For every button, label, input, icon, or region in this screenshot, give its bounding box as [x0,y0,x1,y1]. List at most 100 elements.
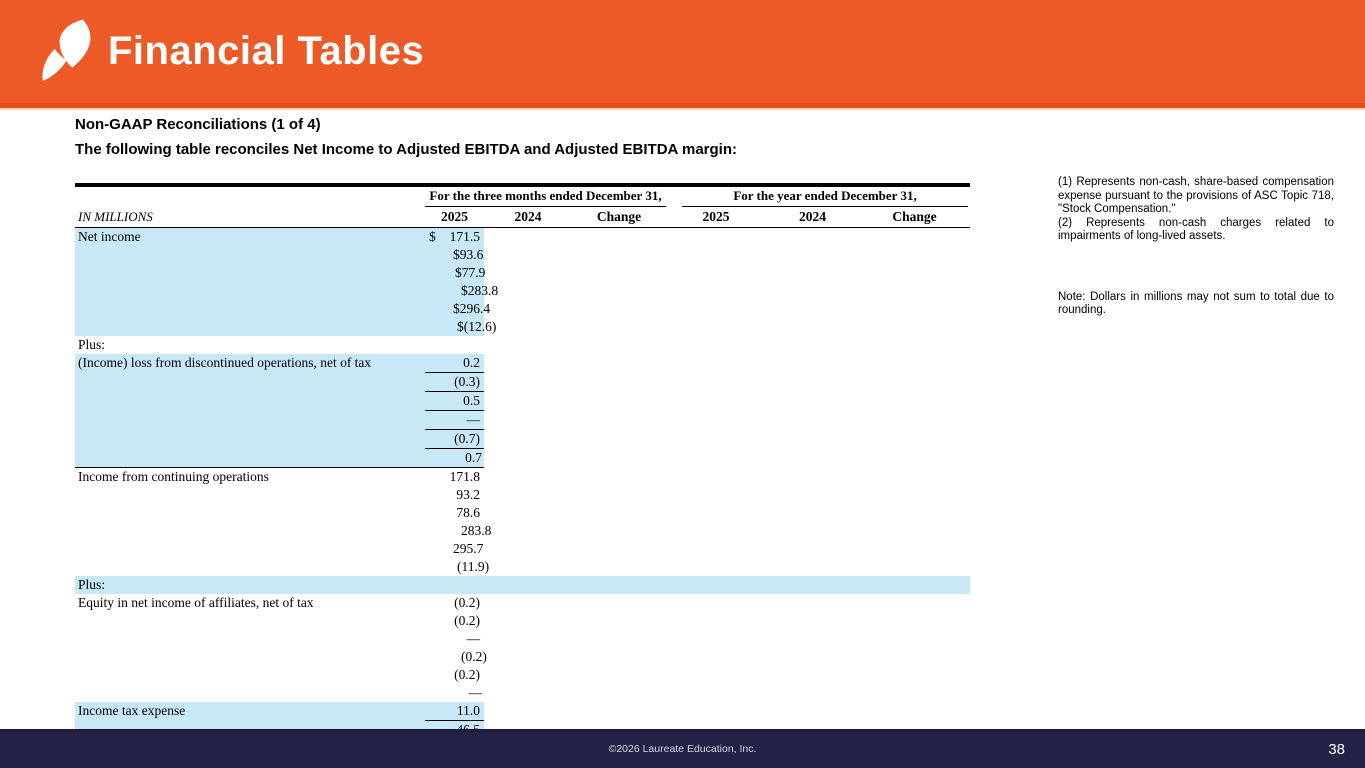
value-text: (0.2) [454,666,480,682]
footnote-1: (1) Represents non-cash, share-based com… [1058,176,1334,215]
value-text: 0.5 [463,392,480,408]
value-text: (0.3) [454,373,480,389]
dollar-sign: $ [461,282,468,298]
cell-value: 0.2 [425,353,484,373]
cell-value: $ (12.6) [425,317,496,336]
cell-value [425,575,484,594]
value-text: (11.9) [457,558,490,574]
laureate-leaf-icon [42,18,91,81]
value-text: 93.2 [456,486,480,502]
cell-value: 283.8 [425,522,491,540]
value-text: 283.8 [467,282,499,298]
value-text: 296.4 [459,300,491,316]
footer-bar: ©2026 Laureate Education, Inc. 38 [0,729,1365,768]
rounding-note: Note: Dollars in millions may not sum to… [1058,290,1334,317]
dollar-sign: $ [455,264,462,280]
cell-value: (11.9) [425,558,489,576]
cell-value [766,336,859,354]
table-body: Net income $171.5 $93.6 $77.9 $283.8 $296.4 $(… [75,227,971,768]
group-header-quarter: For the three months ended December 31, [425,185,666,208]
value-text: 0.2 [463,354,480,370]
table-row: (Income) loss from discontinued operatio… [75,353,970,468]
table-row: Plus: [75,575,971,594]
value-text: (0.7) [454,430,480,446]
value-text: 283.8 [461,522,492,538]
banner-edge-highlight [0,108,1365,110]
cell-value: $77.9 [425,263,485,282]
row-label: Income from continuing operations [78,469,269,484]
cell-value [666,336,766,354]
table-row: Income from continuing operations 171.8 93… [75,468,970,576]
footnotes: (1) Represents non-cash, share-based com… [1058,176,1334,318]
cell-value [425,336,484,354]
cell-value: (0.2) [425,666,484,684]
group-header-year: For the year ended December 31, [666,185,970,208]
cell-value: — [425,684,484,702]
col-header: 2024 [484,208,572,228]
group-header-quarter-label: For the three months ended December 31, [425,188,666,207]
value-text: 295.7 [453,540,484,556]
value-text: 78.6 [456,504,480,520]
in-millions-label: IN MILLIONS [75,208,425,228]
dollar-sign: $ [429,228,436,244]
value-text: (0.2) [461,648,487,664]
row-label: Equity in net income of affiliates, net … [78,594,314,610]
banner: Financial Tables [0,0,1365,103]
cell-value: (0.3) [425,372,484,392]
cell-value: 11.0 [425,701,484,721]
table-description: The following table reconciles Net Incom… [75,141,737,158]
table-row: Plus: [75,336,970,354]
row-label: (Income) loss from discontinued operatio… [75,353,425,468]
table-row: Net income $171.5 $93.6 $77.9 $283.8 $296.4 $(… [75,227,970,336]
cell-value: 78.6 [425,504,484,522]
cell-value: 0.7 [425,448,484,468]
cell-value [484,336,572,354]
cell-value: 295.7 [425,540,484,558]
col-header: Change [572,208,666,228]
cell-value: (0.2) [425,594,484,612]
cell-value: $171.5 [425,227,484,246]
dollar-sign: $ [457,318,464,334]
cell-value: (0.2) [425,648,487,666]
banner-edge [0,103,1365,108]
cell-value: 171.8 [425,468,484,486]
group-header-row: For the three months ended December 31, … [75,185,970,208]
dollar-sign: $ [453,300,460,316]
cell-value: $283.8 [425,281,498,300]
cell-value [766,575,859,594]
value-text: 171.8 [449,468,480,484]
value-text: 93.6 [459,246,484,262]
group-header-spacer [75,185,425,208]
cell-value [572,575,666,594]
cell-value [666,575,766,594]
page-number: 38 [1328,741,1345,758]
cell-value: 0.5 [425,391,484,411]
value-text: (0.2) [454,594,480,610]
cell-value: $296.4 [425,299,490,318]
dollar-sign: $ [453,246,460,262]
cell-value: 93.2 [425,486,484,504]
value-text: 0.7 [465,449,482,465]
section-title: Non-GAAP Reconciliations (1 of 4) [75,116,321,133]
cell-value [859,575,971,594]
value-text: (12.6) [463,318,497,334]
cell-value [572,336,666,354]
cell-value [484,575,572,594]
group-header-year-label: For the year ended December 31, [682,188,969,207]
row-label: Net income [75,227,425,336]
value-text: — [468,684,483,700]
col-header: 2024 [766,208,859,228]
col-header: 2025 [425,208,484,228]
non-gaap-reconciliation-table: For the three months ended December 31, … [75,183,971,768]
cell-value: $93.6 [425,245,484,264]
footnote-2: (2) Represents non-cash charges related … [1058,216,1334,243]
table-row: Equity in net income of affiliates, net … [75,594,970,702]
col-header: Change [859,208,971,228]
cell-value: (0.7) [425,429,484,449]
page-title: Financial Tables [108,29,425,73]
copyright-text: ©2026 Laureate Education, Inc. [608,743,757,755]
cell-value: — [425,410,484,430]
row-label: Plus: [75,575,425,594]
value-text: — [466,630,481,646]
